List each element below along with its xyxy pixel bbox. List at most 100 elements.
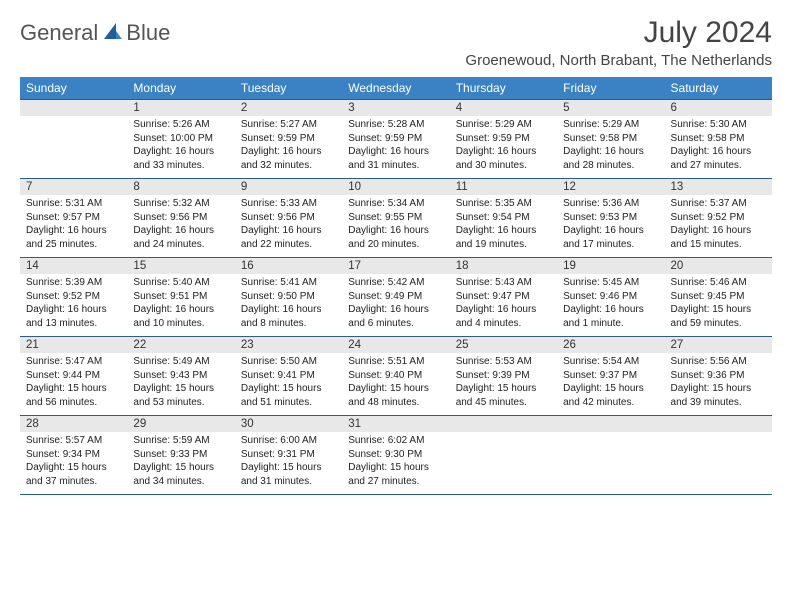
day-number: 19: [557, 258, 664, 274]
day-info: Sunrise: 5:30 AMSunset: 9:58 PMDaylight:…: [665, 116, 772, 178]
calendar-cell: 28Sunrise: 5:57 AMSunset: 9:34 PMDayligh…: [20, 416, 127, 495]
calendar-cell: 24Sunrise: 5:51 AMSunset: 9:40 PMDayligh…: [342, 337, 449, 416]
title-block: July 2024 Groenewoud, North Brabant, The…: [465, 16, 772, 69]
calendar-cell: 9Sunrise: 5:33 AMSunset: 9:56 PMDaylight…: [235, 179, 342, 258]
day-info: Sunrise: 5:59 AMSunset: 9:33 PMDaylight:…: [127, 432, 234, 494]
day-number: 23: [235, 337, 342, 353]
day-number: 17: [342, 258, 449, 274]
day-number: [665, 416, 772, 432]
calendar-cell: 29Sunrise: 5:59 AMSunset: 9:33 PMDayligh…: [127, 416, 234, 495]
day-number: 5: [557, 100, 664, 116]
day-info: Sunrise: 5:54 AMSunset: 9:37 PMDaylight:…: [557, 353, 664, 415]
day-info: Sunrise: 5:27 AMSunset: 9:59 PMDaylight:…: [235, 116, 342, 178]
month-title: July 2024: [465, 16, 772, 50]
day-info: Sunrise: 5:57 AMSunset: 9:34 PMDaylight:…: [20, 432, 127, 494]
calendar-cell: 26Sunrise: 5:54 AMSunset: 9:37 PMDayligh…: [557, 337, 664, 416]
calendar-cell: [665, 416, 772, 495]
calendar-cell: 11Sunrise: 5:35 AMSunset: 9:54 PMDayligh…: [450, 179, 557, 258]
day-number: 20: [665, 258, 772, 274]
calendar-row: 1Sunrise: 5:26 AMSunset: 10:00 PMDayligh…: [20, 100, 772, 179]
day-header: Friday: [557, 77, 664, 100]
day-number: 24: [342, 337, 449, 353]
calendar-cell: 17Sunrise: 5:42 AMSunset: 9:49 PMDayligh…: [342, 258, 449, 337]
calendar-cell: 16Sunrise: 5:41 AMSunset: 9:50 PMDayligh…: [235, 258, 342, 337]
day-info: Sunrise: 5:37 AMSunset: 9:52 PMDaylight:…: [665, 195, 772, 257]
logo-text-general: General: [20, 20, 98, 46]
logo: General Blue: [20, 16, 170, 46]
calendar-row: 28Sunrise: 5:57 AMSunset: 9:34 PMDayligh…: [20, 416, 772, 495]
day-info: Sunrise: 5:29 AMSunset: 9:58 PMDaylight:…: [557, 116, 664, 178]
day-header: Tuesday: [235, 77, 342, 100]
day-number: [20, 100, 127, 116]
day-number: 18: [450, 258, 557, 274]
day-number: 11: [450, 179, 557, 195]
day-number: 13: [665, 179, 772, 195]
day-number: 30: [235, 416, 342, 432]
day-number: [450, 416, 557, 432]
day-number: 7: [20, 179, 127, 195]
day-info: Sunrise: 5:49 AMSunset: 9:43 PMDaylight:…: [127, 353, 234, 415]
day-number: 9: [235, 179, 342, 195]
calendar-row: 21Sunrise: 5:47 AMSunset: 9:44 PMDayligh…: [20, 337, 772, 416]
day-number: 15: [127, 258, 234, 274]
calendar-cell: 7Sunrise: 5:31 AMSunset: 9:57 PMDaylight…: [20, 179, 127, 258]
day-number: 21: [20, 337, 127, 353]
day-number: 1: [127, 100, 234, 116]
calendar-cell: 15Sunrise: 5:40 AMSunset: 9:51 PMDayligh…: [127, 258, 234, 337]
day-info: Sunrise: 6:00 AMSunset: 9:31 PMDaylight:…: [235, 432, 342, 494]
calendar-row: 7Sunrise: 5:31 AMSunset: 9:57 PMDaylight…: [20, 179, 772, 258]
day-number: 26: [557, 337, 664, 353]
day-info: Sunrise: 5:29 AMSunset: 9:59 PMDaylight:…: [450, 116, 557, 178]
day-header: Monday: [127, 77, 234, 100]
day-info: Sunrise: 5:39 AMSunset: 9:52 PMDaylight:…: [20, 274, 127, 336]
calendar-cell: 20Sunrise: 5:46 AMSunset: 9:45 PMDayligh…: [665, 258, 772, 337]
day-info: [665, 432, 772, 440]
day-info: [20, 116, 127, 124]
day-info: Sunrise: 5:43 AMSunset: 9:47 PMDaylight:…: [450, 274, 557, 336]
calendar-cell: 5Sunrise: 5:29 AMSunset: 9:58 PMDaylight…: [557, 100, 664, 179]
day-info: Sunrise: 5:42 AMSunset: 9:49 PMDaylight:…: [342, 274, 449, 336]
calendar-cell: 13Sunrise: 5:37 AMSunset: 9:52 PMDayligh…: [665, 179, 772, 258]
day-info: Sunrise: 5:36 AMSunset: 9:53 PMDaylight:…: [557, 195, 664, 257]
calendar-cell: 12Sunrise: 5:36 AMSunset: 9:53 PMDayligh…: [557, 179, 664, 258]
day-number: 3: [342, 100, 449, 116]
day-number: 6: [665, 100, 772, 116]
day-info: [557, 432, 664, 440]
day-info: Sunrise: 5:26 AMSunset: 10:00 PMDaylight…: [127, 116, 234, 178]
calendar-header-row: Sunday Monday Tuesday Wednesday Thursday…: [20, 77, 772, 100]
calendar-row: 14Sunrise: 5:39 AMSunset: 9:52 PMDayligh…: [20, 258, 772, 337]
day-info: Sunrise: 6:02 AMSunset: 9:30 PMDaylight:…: [342, 432, 449, 494]
day-info: Sunrise: 5:31 AMSunset: 9:57 PMDaylight:…: [20, 195, 127, 257]
calendar-cell: 8Sunrise: 5:32 AMSunset: 9:56 PMDaylight…: [127, 179, 234, 258]
location-text: Groenewoud, North Brabant, The Netherlan…: [465, 52, 772, 69]
calendar-body: 1Sunrise: 5:26 AMSunset: 10:00 PMDayligh…: [20, 100, 772, 495]
calendar-cell: 3Sunrise: 5:28 AMSunset: 9:59 PMDaylight…: [342, 100, 449, 179]
calendar-cell: 14Sunrise: 5:39 AMSunset: 9:52 PMDayligh…: [20, 258, 127, 337]
day-header: Wednesday: [342, 77, 449, 100]
day-number: 29: [127, 416, 234, 432]
day-info: Sunrise: 5:47 AMSunset: 9:44 PMDaylight:…: [20, 353, 127, 415]
calendar-cell: 4Sunrise: 5:29 AMSunset: 9:59 PMDaylight…: [450, 100, 557, 179]
day-info: Sunrise: 5:51 AMSunset: 9:40 PMDaylight:…: [342, 353, 449, 415]
day-number: 10: [342, 179, 449, 195]
day-number: 2: [235, 100, 342, 116]
day-info: [450, 432, 557, 440]
day-info: Sunrise: 5:28 AMSunset: 9:59 PMDaylight:…: [342, 116, 449, 178]
day-info: Sunrise: 5:56 AMSunset: 9:36 PMDaylight:…: [665, 353, 772, 415]
logo-text-blue: Blue: [126, 20, 170, 46]
calendar-cell: 2Sunrise: 5:27 AMSunset: 9:59 PMDaylight…: [235, 100, 342, 179]
day-info: Sunrise: 5:46 AMSunset: 9:45 PMDaylight:…: [665, 274, 772, 336]
day-number: 22: [127, 337, 234, 353]
day-number: 27: [665, 337, 772, 353]
day-number: 14: [20, 258, 127, 274]
day-info: Sunrise: 5:33 AMSunset: 9:56 PMDaylight:…: [235, 195, 342, 257]
day-header: Saturday: [665, 77, 772, 100]
day-info: Sunrise: 5:45 AMSunset: 9:46 PMDaylight:…: [557, 274, 664, 336]
day-number: 12: [557, 179, 664, 195]
day-info: Sunrise: 5:34 AMSunset: 9:55 PMDaylight:…: [342, 195, 449, 257]
header: General Blue July 2024 Groenewoud, North…: [20, 16, 772, 69]
day-info: Sunrise: 5:32 AMSunset: 9:56 PMDaylight:…: [127, 195, 234, 257]
day-info: Sunrise: 5:40 AMSunset: 9:51 PMDaylight:…: [127, 274, 234, 336]
day-header: Sunday: [20, 77, 127, 100]
calendar-cell: 10Sunrise: 5:34 AMSunset: 9:55 PMDayligh…: [342, 179, 449, 258]
